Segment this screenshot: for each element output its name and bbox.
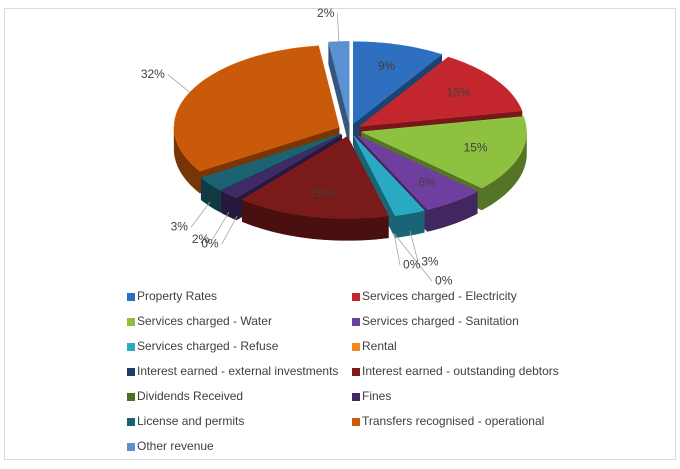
data-label: 6%	[418, 175, 436, 189]
slice	[220, 134, 342, 199]
legend-marker	[352, 418, 360, 426]
leader-line	[211, 211, 230, 240]
legend-label: Transfers recognised - operational	[362, 414, 544, 428]
legend-marker	[127, 368, 135, 376]
legend-marker	[127, 443, 135, 451]
data-label: 9%	[378, 59, 396, 73]
data-label: 0%	[201, 236, 219, 250]
legend-marker	[352, 318, 360, 326]
legend-marker	[352, 393, 360, 401]
slice	[359, 56, 523, 127]
slice	[241, 136, 389, 219]
slice	[200, 133, 341, 191]
slice	[356, 135, 478, 210]
slice	[241, 135, 389, 241]
legend-marker	[352, 368, 360, 376]
legend-label: Services charged - Refuse	[137, 339, 279, 353]
data-label: 0%	[403, 257, 421, 271]
legend-marker	[127, 318, 135, 326]
slice	[360, 116, 527, 189]
legend-marker	[127, 418, 135, 426]
leader-line	[221, 215, 238, 245]
data-label: 3%	[421, 254, 439, 268]
data-label: 2%	[317, 6, 335, 20]
leader-line	[393, 233, 433, 282]
legend-label: Fines	[362, 389, 391, 403]
leader-line	[336, 13, 340, 42]
legend-marker	[127, 293, 135, 301]
data-label: 3%	[171, 220, 189, 234]
slice	[353, 41, 443, 125]
leader-line	[190, 201, 211, 228]
legend-label: Services charged - Electricity	[362, 289, 517, 303]
slice	[353, 136, 425, 216]
legend-label: Services charged - Water	[137, 314, 272, 328]
legend-label: Services charged - Sanitation	[362, 314, 519, 328]
leader-line	[393, 233, 401, 266]
legend-label: Property Rates	[137, 289, 217, 303]
legend-label: Interest earned - external investments	[137, 364, 338, 378]
legend-label: Other revenue	[137, 439, 214, 453]
legend-label: Interest earned - outstanding debtors	[362, 364, 559, 378]
legend-marker	[127, 343, 135, 351]
legend-marker	[352, 293, 360, 301]
data-label: 0%	[435, 273, 453, 287]
legend-marker	[127, 393, 135, 401]
legend-label: Rental	[362, 339, 397, 353]
leader-line	[167, 74, 191, 93]
leader-line	[409, 230, 419, 263]
data-label: 13%	[446, 85, 470, 99]
legend-label: License and permits	[137, 414, 244, 428]
legend-marker	[352, 343, 360, 351]
slice	[328, 41, 350, 146]
data-label: 15%	[464, 140, 488, 154]
legend-label: Dividends Received	[137, 389, 243, 403]
data-label: 2%	[192, 232, 210, 246]
data-label: 15%	[309, 186, 333, 200]
data-label: 32%	[141, 67, 165, 81]
